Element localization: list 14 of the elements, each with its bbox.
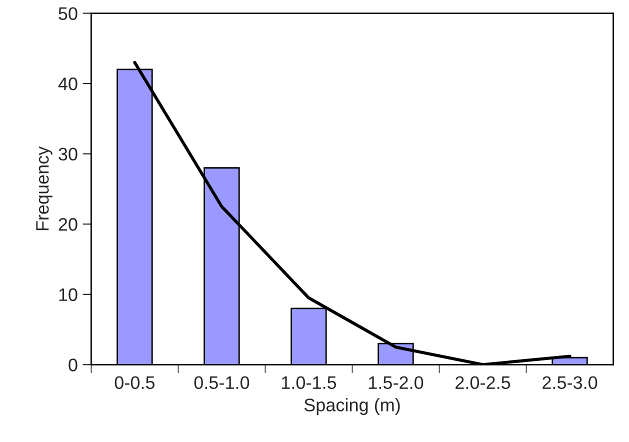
y-tick-label: 50 (58, 7, 78, 20)
x-tick-label: 1.5-2.0 (369, 376, 424, 390)
x-tick-label: 0-0.5 (114, 376, 155, 390)
y-tick-label: 10 (59, 288, 78, 302)
y-tick-label: 40 (58, 77, 78, 90)
x-tick-label: 1.0-1.5 (282, 376, 336, 390)
y-tick-label: 20 (58, 218, 78, 231)
x-tick-label: 2.0-2.5 (456, 376, 510, 390)
y-tick-label: 30 (58, 148, 78, 161)
x-tick-label: 0.5-1.0 (194, 376, 250, 390)
x-tick-label: 2.5-3.0 (542, 376, 598, 390)
y-axis-title: Frequency (36, 146, 52, 230)
x-axis-title: Spacing (m) (304, 398, 400, 415)
y-tick-label: 0 (68, 358, 78, 372)
